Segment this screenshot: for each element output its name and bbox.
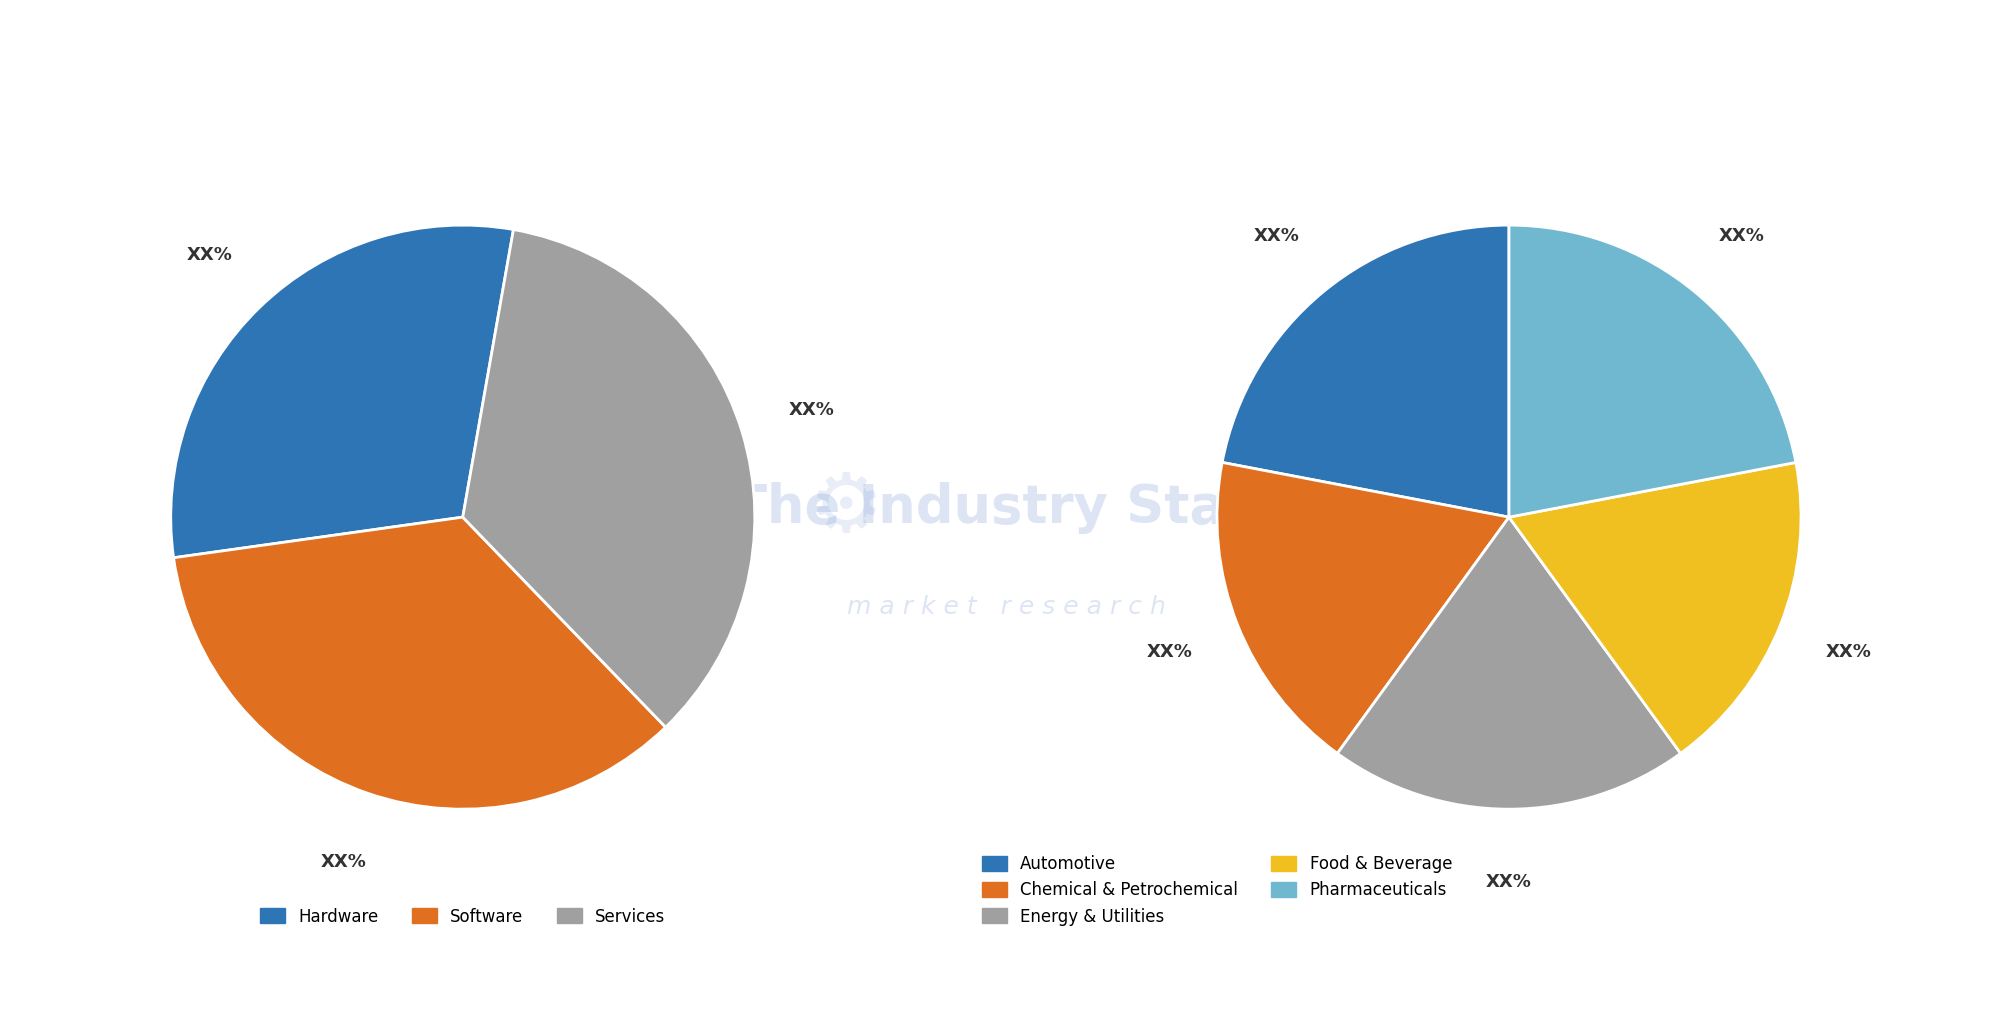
- Wedge shape: [1338, 517, 1680, 809]
- Wedge shape: [1217, 462, 1509, 753]
- Text: The Industry Stats: The Industry Stats: [730, 483, 1282, 534]
- Text: ⚙: ⚙: [807, 467, 883, 549]
- Text: Fig. Global Modular PLC Market Share by Product Types & Application: Fig. Global Modular PLC Market Share by …: [24, 42, 1119, 70]
- Text: XX%: XX%: [1487, 873, 1531, 891]
- Wedge shape: [463, 229, 754, 727]
- Text: XX%: XX%: [1253, 227, 1300, 244]
- Wedge shape: [1221, 225, 1509, 517]
- Text: Source: Theindustrystats Analysis: Source: Theindustrystats Analysis: [20, 968, 314, 984]
- Wedge shape: [171, 225, 513, 558]
- Legend: Hardware, Software, Services: Hardware, Software, Services: [254, 900, 672, 932]
- Wedge shape: [1509, 225, 1797, 517]
- Wedge shape: [173, 517, 666, 809]
- Wedge shape: [1509, 462, 1801, 753]
- Text: XX%: XX%: [789, 402, 835, 420]
- Text: Website: www.theindustrystats.com: Website: www.theindustrystats.com: [1680, 968, 1992, 984]
- Text: m a r k e t   r e s e a r c h: m a r k e t r e s e a r c h: [847, 595, 1165, 620]
- Text: XX%: XX%: [1147, 643, 1193, 660]
- Text: XX%: XX%: [322, 854, 366, 871]
- Text: XX%: XX%: [187, 245, 231, 264]
- Text: XX%: XX%: [1718, 227, 1765, 244]
- Text: Email: sales@theindustrystats.com: Email: sales@theindustrystats.com: [855, 968, 1157, 984]
- Legend: Automotive, Chemical & Petrochemical, Energy & Utilities, Food & Beverage, Pharm: Automotive, Chemical & Petrochemical, En…: [976, 849, 1459, 932]
- Text: XX%: XX%: [1825, 643, 1871, 660]
